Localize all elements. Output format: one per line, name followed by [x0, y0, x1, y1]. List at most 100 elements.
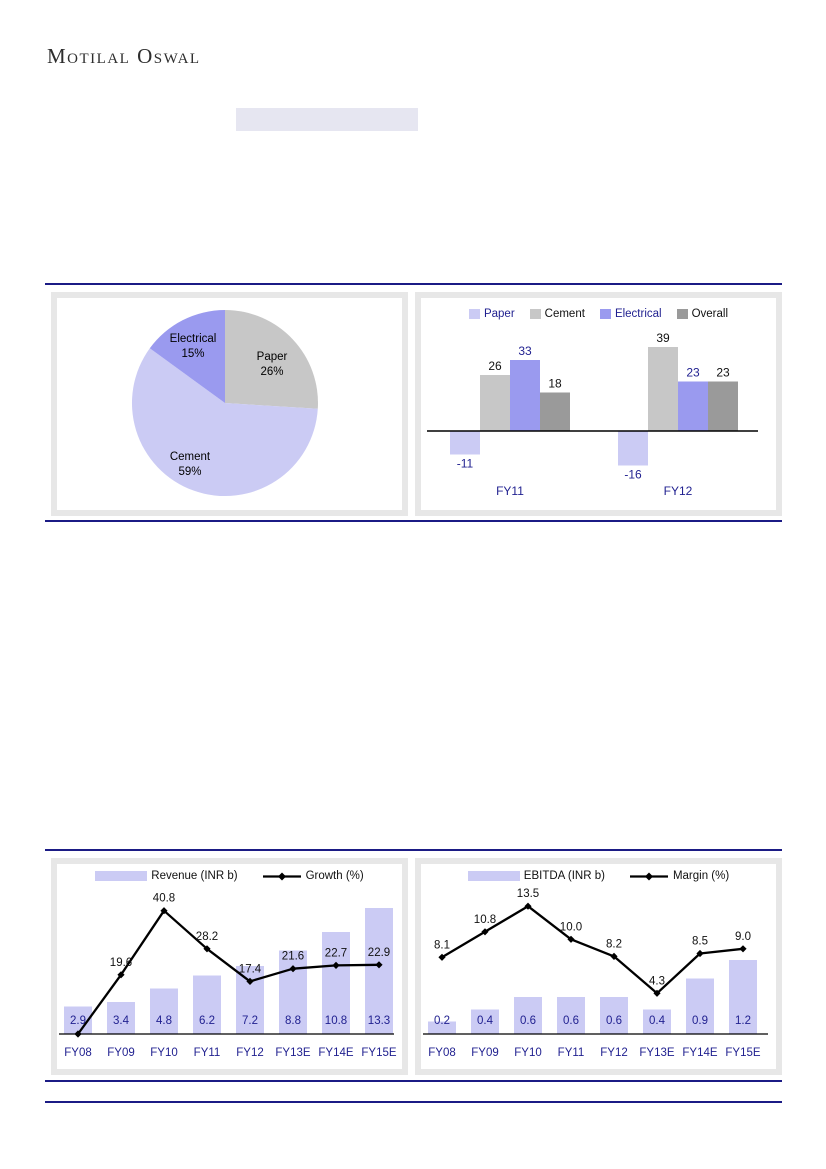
- bar-value-label: 0.4: [477, 1015, 494, 1027]
- legend-item-paper: Paper: [468, 308, 515, 320]
- legend-item-electrical: Electrical: [599, 308, 662, 320]
- line-marker: [524, 902, 532, 910]
- legend-item-ebitda: EBITDA (INR b): [467, 870, 605, 882]
- bar: [107, 1001, 135, 1034]
- bar-value-label: 23: [716, 366, 730, 380]
- bar-value-label: 0.9: [692, 1015, 708, 1027]
- bar: [322, 931, 350, 1034]
- ebitda-swatch-icon: [467, 871, 520, 881]
- line-value-label: 10.0: [560, 921, 582, 933]
- bar-value-label: 7.2: [242, 1015, 258, 1027]
- highlight-bar: [236, 108, 418, 131]
- line-series: [441, 905, 744, 995]
- line-marker: [739, 945, 747, 953]
- bar-value-label: 8.8: [285, 1015, 301, 1027]
- legend-label-electrical: Electrical: [614, 308, 662, 320]
- bar-electrical: [510, 360, 540, 431]
- category-label: FY09: [107, 1047, 135, 1059]
- bar-value-label: 0.4: [649, 1015, 666, 1027]
- bar: [729, 959, 757, 1034]
- bar-value-label: 13.3: [368, 1015, 390, 1027]
- pie-slice-cement: [131, 348, 318, 497]
- bar-value-label: 0.6: [520, 1015, 536, 1027]
- category-label: FY09: [471, 1047, 499, 1059]
- legend-label-cement: Cement: [544, 308, 585, 320]
- line-marker: [653, 989, 661, 997]
- bar: [600, 997, 628, 1034]
- category-label: FY12: [664, 484, 693, 498]
- category-label: FY12: [236, 1047, 264, 1059]
- bar-paper: [450, 431, 480, 455]
- line-marker: [481, 928, 489, 936]
- legend-label-growth: Growth (%): [305, 870, 364, 882]
- category-label: FY11: [496, 484, 524, 498]
- bar-value-label: 2.9: [70, 1015, 86, 1027]
- line-value-label: 13.5: [517, 888, 539, 900]
- bar: [557, 997, 585, 1034]
- legend-label-paper: Paper: [483, 308, 515, 320]
- pie-slice-electrical: [149, 310, 225, 403]
- category-label: FY12: [600, 1047, 628, 1059]
- line-value-label: 40.8: [153, 893, 175, 905]
- bar: [279, 950, 307, 1034]
- line-marker: [289, 965, 297, 973]
- line-value-label: 22.7: [325, 947, 347, 959]
- panel-segment-mix: Paper 26% Cement 59% Electrical 15%: [51, 292, 408, 516]
- line-value-label: 19.6: [110, 957, 132, 969]
- revenue-growth-combo-chart: 2.9 3.4 4.8 6.2 7.2 8.8 10.8 13.3 19.6 40.8 28.2 17…: [59, 893, 397, 1059]
- bar-value-label: 0.6: [606, 1015, 622, 1027]
- bar: [471, 1009, 499, 1034]
- bar-overall: [540, 392, 570, 431]
- bar: [686, 978, 714, 1034]
- line-value-label: 8.1: [434, 939, 450, 951]
- bar-value-label: 0.2: [434, 1015, 450, 1027]
- line-value-label: 21.6: [282, 951, 304, 963]
- line-marker: [696, 949, 704, 958]
- bar-value-label: 39: [656, 331, 670, 345]
- bar-value-label: 33: [518, 344, 532, 358]
- bar-value-label: 3.4: [113, 1015, 130, 1027]
- bar-value-label: 6.2: [199, 1015, 215, 1027]
- panel-ebitda-margin: EBITDA (INR b) Margin (%) 0.2 0.4 0.6 0.6 0.…: [415, 858, 782, 1075]
- revenue-growth-legend: Revenue (INR b) Growth (%): [57, 870, 402, 882]
- bar-paper: [618, 431, 648, 466]
- bar: [643, 1009, 671, 1034]
- bar: [514, 997, 542, 1034]
- bar: [236, 965, 264, 1034]
- category-label: FY10: [514, 1047, 542, 1059]
- line-value-label: 8.5: [692, 936, 708, 948]
- ebitda-margin-combo-chart: 0.2 0.4 0.6 0.6 0.6 0.4 0.9 1.2 8.1 10.8 13.5 10.0 8…: [423, 888, 768, 1059]
- line-series: [77, 909, 380, 1035]
- legend-label-overall: Overall: [691, 308, 729, 320]
- pie-label: Cement: [170, 451, 211, 463]
- pie-value-label: 26%: [260, 366, 283, 378]
- bar-value-label: 1.2: [735, 1015, 751, 1027]
- margin-line-marker-icon: [629, 872, 668, 880]
- panel-revenue-growth: Revenue (INR b) Growth (%) 2.9 3.4 4.8 6.2 7…: [51, 858, 408, 1075]
- category-label: FY08: [64, 1047, 92, 1059]
- pie-label: Electrical: [170, 333, 217, 345]
- paper-swatch-icon: [468, 309, 480, 319]
- bar: [365, 908, 393, 1034]
- legend-item-cement: Cement: [529, 308, 585, 320]
- bar-cement: [480, 375, 510, 431]
- growth-line-marker-icon: [262, 872, 301, 880]
- line-value-label: 8.2: [606, 938, 622, 950]
- category-label: FY13E: [275, 1047, 310, 1059]
- line-value-label: 22.9: [368, 947, 390, 959]
- electrical-swatch-icon: [599, 309, 611, 319]
- category-label: FY13E: [639, 1047, 674, 1059]
- bar: [193, 975, 221, 1034]
- legend-label-revenue: Revenue (INR b): [151, 870, 238, 882]
- legend-label-margin: Margin (%): [672, 870, 730, 882]
- legend-label-ebitda: EBITDA (INR b): [523, 870, 605, 882]
- line-value-label: 4.3: [649, 975, 665, 987]
- pie-slice-paper: [225, 310, 318, 409]
- pie-value-label: 59%: [178, 466, 201, 478]
- pie-value-label: 15%: [181, 348, 204, 360]
- category-label: FY14E: [318, 1047, 353, 1059]
- bar-electrical: [678, 381, 708, 431]
- category-label: FY08: [428, 1047, 456, 1059]
- cement-swatch-icon: [529, 309, 541, 319]
- bar-value-label: 4.8: [156, 1015, 172, 1027]
